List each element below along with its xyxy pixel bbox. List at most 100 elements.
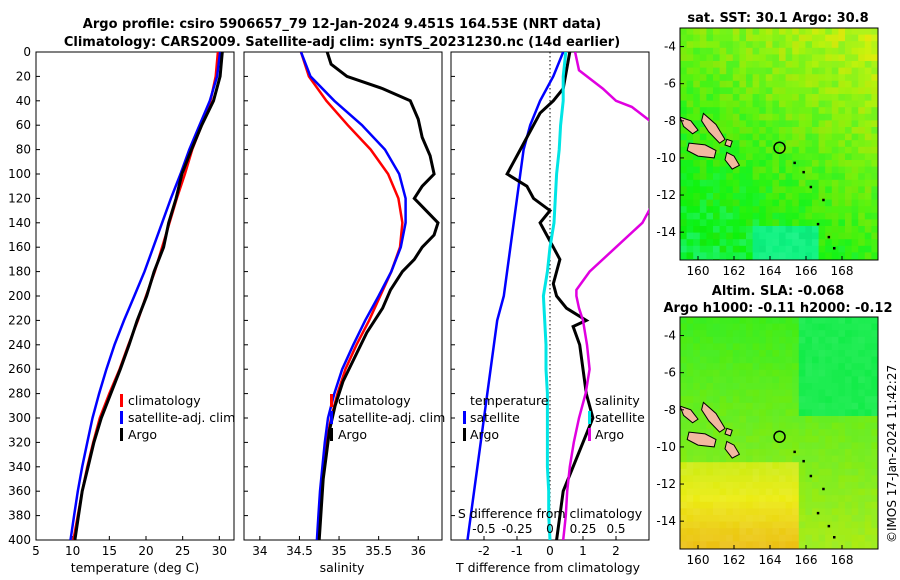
map-cell	[752, 369, 760, 377]
sla-map-title: Altim. SLA: -0.068	[712, 284, 844, 299]
map-cell	[864, 80, 872, 88]
map-cell	[719, 468, 727, 476]
map-cell	[680, 113, 687, 121]
map-cell	[726, 41, 734, 49]
map-cell	[785, 120, 793, 128]
map-cell	[858, 534, 866, 542]
map-cell	[719, 409, 727, 417]
map-cell	[746, 113, 753, 121]
map-cell	[825, 80, 833, 88]
lon-tick-label: 164	[759, 264, 782, 278]
map-cell	[699, 501, 707, 509]
map-cell	[699, 416, 707, 423]
map-cell	[765, 521, 773, 529]
map-cell	[805, 100, 813, 108]
map-cell	[752, 376, 760, 384]
map-cell	[759, 212, 767, 220]
map-cell	[719, 67, 727, 75]
map-cell	[706, 336, 714, 344]
map-cell	[831, 541, 839, 549]
map-cell	[818, 252, 826, 260]
map-cell	[686, 133, 694, 141]
map-cell	[812, 343, 819, 351]
map-cell	[680, 34, 687, 42]
map-cell	[805, 449, 813, 456]
map-cell	[686, 252, 694, 260]
island	[701, 112, 726, 144]
map-cell	[812, 350, 819, 357]
map-cell	[746, 219, 753, 227]
map-cell	[798, 239, 806, 247]
map-cell	[792, 488, 800, 496]
map-cell	[713, 462, 720, 470]
map-cell	[706, 80, 714, 88]
map-cell	[699, 376, 707, 384]
map-cell	[686, 343, 694, 351]
map-cell	[726, 350, 734, 357]
map-cell	[858, 501, 866, 509]
map-cell	[739, 343, 747, 351]
map-cell	[805, 41, 813, 49]
map-cell	[805, 429, 813, 437]
map-cell	[858, 140, 866, 148]
map-cell	[699, 350, 707, 357]
map-cell	[732, 336, 740, 344]
map-cell	[838, 179, 846, 187]
map-cell	[838, 376, 846, 384]
map-cell	[792, 317, 800, 324]
x-tick-label: 34.5	[286, 544, 313, 558]
map-cell	[686, 113, 694, 121]
map-cell	[759, 323, 767, 331]
map-cell	[686, 47, 694, 55]
map-cell	[831, 462, 839, 470]
map-cell	[732, 508, 740, 516]
map-cell	[845, 429, 852, 437]
map-cell	[706, 383, 714, 390]
map-cell	[785, 87, 793, 95]
map-cell	[864, 100, 872, 108]
map-cell	[779, 113, 786, 121]
map-cell	[746, 455, 753, 463]
map-cell	[805, 468, 813, 476]
map-cell	[759, 232, 767, 240]
lon-tick-label: 168	[831, 553, 854, 567]
map-cell	[785, 383, 793, 390]
map-cell	[765, 219, 773, 227]
map-cell	[732, 409, 740, 417]
map-cell	[732, 383, 740, 390]
map-cell	[732, 34, 740, 42]
map-cell	[680, 376, 687, 384]
map-cell	[752, 219, 760, 227]
map-cell	[739, 462, 747, 470]
map-cell	[825, 193, 833, 200]
map-cell	[805, 179, 813, 187]
lon-tick-label: 166	[795, 264, 818, 278]
map-cell	[845, 508, 852, 516]
x-tick-label: 36	[411, 544, 426, 558]
map-cell	[812, 383, 819, 390]
map-cell	[805, 462, 813, 470]
legend-salinity-title: salinity	[595, 393, 640, 408]
map-cell	[838, 515, 846, 522]
map-cell	[805, 87, 813, 95]
map-cell	[785, 34, 793, 42]
map-cell	[858, 100, 866, 108]
map-cell	[765, 252, 773, 260]
map-cell	[699, 317, 707, 324]
map-cell	[864, 160, 872, 167]
map-cell	[739, 87, 747, 95]
map-cell	[765, 245, 773, 253]
map-cell	[706, 363, 714, 371]
map-cell	[759, 442, 767, 450]
map-cell	[765, 376, 773, 384]
map-cell	[798, 442, 806, 450]
map-cell	[772, 245, 780, 253]
island	[686, 142, 717, 159]
map-cell	[864, 402, 872, 410]
map-cell	[831, 442, 839, 450]
map-cell	[858, 330, 866, 338]
depth-tick-label: 280	[8, 387, 31, 401]
map-cell	[699, 61, 707, 68]
map-cell	[706, 107, 714, 115]
map-cell	[759, 87, 767, 95]
